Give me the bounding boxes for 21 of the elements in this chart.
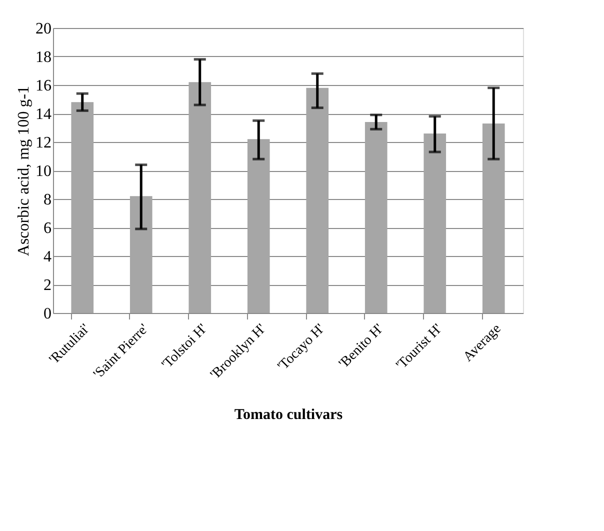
bar (188, 82, 212, 313)
bar (71, 102, 94, 313)
bar (247, 139, 270, 313)
bar (306, 88, 329, 313)
y-tick-label: 14 (36, 106, 52, 123)
y-tick-label: 8 (44, 192, 52, 208)
bar (482, 123, 505, 313)
y-tick-label: 10 (36, 163, 52, 180)
bar (424, 133, 446, 313)
x-axis-title: Tomato cultivars (234, 406, 343, 423)
y-tick-label: 0 (44, 306, 52, 322)
bar (364, 122, 388, 313)
y-tick-label: 18 (36, 49, 52, 66)
y-tick-label: 2 (44, 277, 52, 294)
y-tick-label: 16 (36, 78, 52, 94)
y-tick-label: 20 (36, 20, 52, 38)
y-axis-title: Ascorbic acid, mg 100 g-1 (16, 86, 32, 256)
y-tick-label: 12 (36, 134, 52, 152)
y-tick-label: 6 (44, 220, 52, 237)
y-tick-label: 4 (44, 248, 52, 266)
bar (130, 196, 152, 313)
